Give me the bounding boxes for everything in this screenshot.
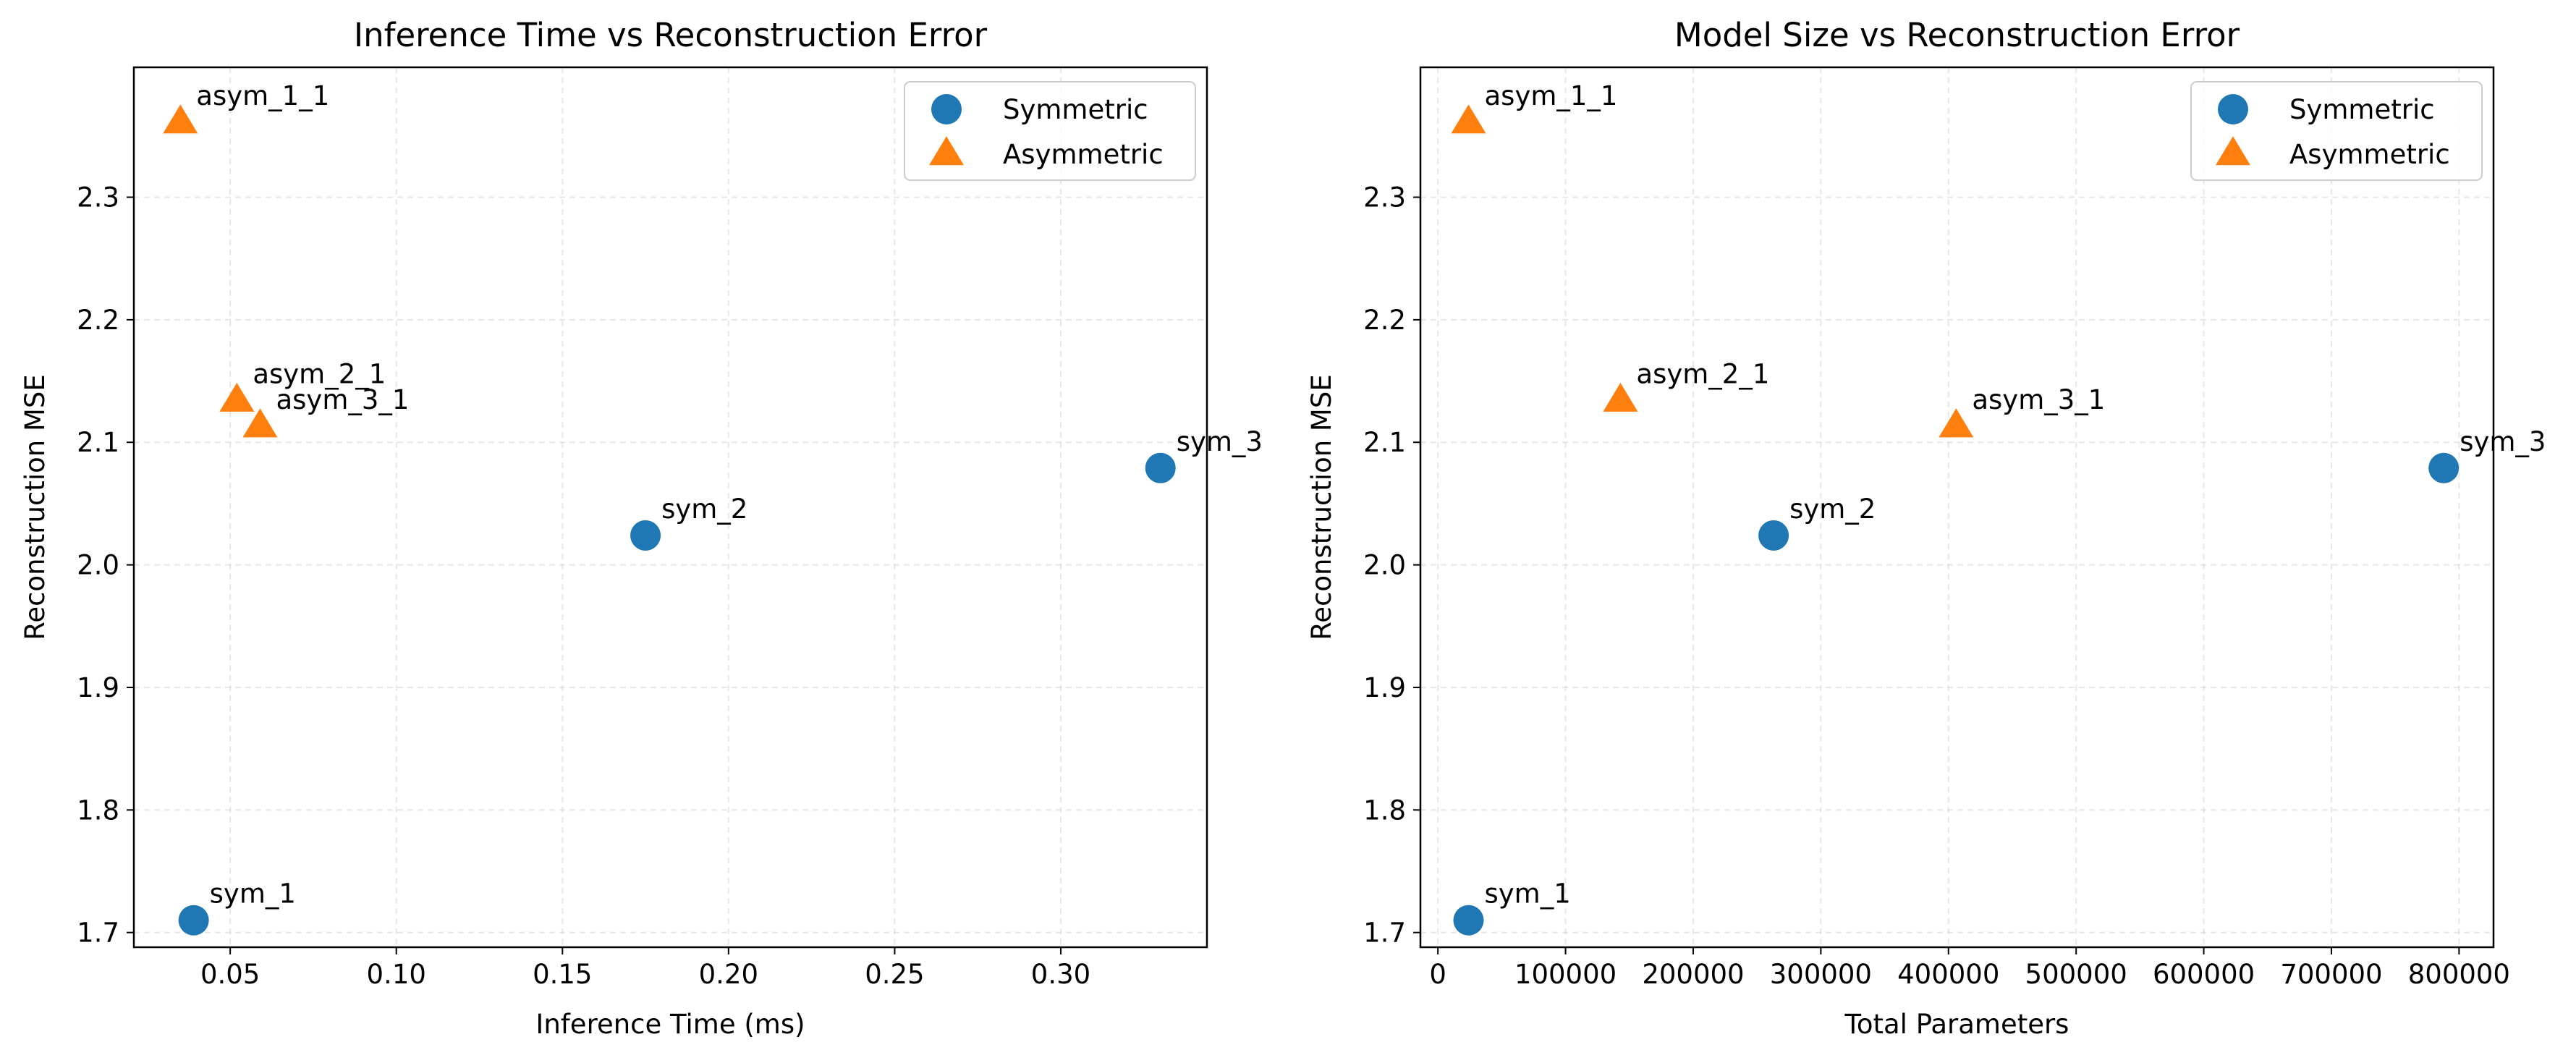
point-sym_1 [1453, 905, 1484, 936]
series-symmetric: sym_1 sym_2 sym_3 [178, 426, 1263, 936]
x-axis: 0 100000 200000 300000 400000 500000 600000 700… [1429, 947, 2510, 990]
point-label: sym_2 [1789, 494, 1876, 525]
x-tick-label: 200000 [1642, 959, 1744, 990]
y-tick-label: 1.7 [1363, 918, 1406, 949]
x-tick-label: 0.10 [367, 959, 426, 990]
legend-box [904, 81, 1196, 181]
point-label: asym_3_1 [1972, 384, 2105, 415]
legend-label: Asymmetric [2289, 139, 2450, 170]
point-label: asym_1_1 [196, 80, 329, 111]
point-sym_3 [1145, 452, 1176, 483]
x-tick-label: 0.30 [1031, 959, 1090, 990]
legend-label: Symmetric [2289, 94, 2435, 125]
y-tick-label: 2.0 [77, 550, 119, 581]
point-label: sym_2 [661, 494, 747, 525]
point-sym_2 [1758, 520, 1789, 551]
x-tick-label: 0 [1429, 959, 1446, 990]
y-tick-label: 2.3 [1363, 182, 1406, 213]
point-label: asym_2_1 [253, 359, 386, 390]
y-axis-label: Reconstruction MSE [20, 374, 51, 640]
point-label: asym_2_1 [1636, 359, 1769, 390]
point-asym_3_1 [242, 408, 278, 438]
grid [134, 67, 1207, 947]
y-axis: 1.7 1.8 1.9 2.0 2.1 2.2 2.3 [77, 182, 134, 949]
point-label: sym_1 [1485, 878, 1571, 910]
y-tick-label: 2.1 [1363, 427, 1406, 458]
legend-marker-circle [931, 94, 962, 124]
x-tick-label: 300000 [1770, 959, 1872, 990]
point-sym_2 [630, 520, 661, 551]
grid [1420, 67, 2494, 947]
y-tick-label: 2.0 [1363, 550, 1406, 581]
legend: Symmetric Asymmetric [904, 81, 1196, 181]
y-axis-label: Reconstruction MSE [1306, 374, 1337, 640]
x-tick-label: 100000 [1514, 959, 1617, 990]
y-tick-label: 2.1 [77, 427, 119, 458]
legend-label: Asymmetric [1003, 139, 1164, 170]
point-label: sym_1 [210, 878, 296, 910]
point-asym_1_1 [163, 104, 198, 134]
point-asym_3_1 [1939, 408, 1974, 438]
series-symmetric: sym_1 sym_2 sym_3 [1453, 426, 2546, 936]
x-tick-label: 0.05 [200, 959, 260, 990]
legend-marker-circle [2218, 94, 2248, 124]
y-tick-label: 1.8 [77, 795, 119, 826]
y-tick-label: 1.8 [1363, 795, 1406, 826]
chart-model-size: sym_1 sym_2 sym_3 asym_1_1 asym_2_1 asym_3_1 0… [1306, 16, 2546, 1040]
x-tick-label: 400000 [1897, 959, 1999, 990]
point-label: sym_3 [1177, 426, 1263, 457]
legend-label: Symmetric [1003, 94, 1148, 125]
x-tick-label: 800000 [2408, 959, 2510, 990]
plot-frame [132, 66, 1208, 949]
y-tick-label: 1.9 [1363, 672, 1406, 703]
legend: Symmetric Asymmetric [2190, 81, 2483, 181]
y-tick-label: 2.2 [77, 305, 119, 336]
y-tick-label: 1.7 [77, 918, 119, 949]
y-axis: 1.7 1.8 1.9 2.0 2.1 2.2 2.3 [1363, 182, 1420, 949]
x-axis: 0.05 0.10 0.15 0.20 0.25 0.30 [200, 947, 1090, 990]
legend-box [2190, 81, 2483, 181]
point-sym_3 [2428, 452, 2460, 483]
y-tick-label: 1.9 [77, 672, 119, 703]
series-asymmetric: asym_1_1 asym_2_1 asym_3_1 [1451, 80, 2105, 438]
legend-marker-triangle [929, 136, 964, 166]
point-asym_1_1 [1451, 104, 1486, 134]
x-tick-label: 0.15 [533, 959, 592, 990]
point-sym_1 [178, 905, 209, 936]
x-axis-label: Total Parameters [1844, 1009, 2069, 1040]
chart-title: Model Size vs Reconstruction Error [1674, 16, 2240, 54]
x-tick-label: 0.20 [699, 959, 758, 990]
point-asym_2_1 [219, 382, 255, 412]
point-label: asym_1_1 [1485, 80, 1618, 111]
x-axis-label: Inference Time (ms) [535, 1009, 805, 1040]
chart-title: Inference Time vs Reconstruction Error [354, 16, 988, 54]
x-tick-label: 0.25 [865, 959, 924, 990]
plot-frame [1419, 66, 2495, 949]
point-asym_2_1 [1603, 382, 1638, 412]
y-tick-label: 2.2 [1363, 305, 1406, 336]
x-tick-label: 700000 [2280, 959, 2382, 990]
x-tick-label: 500000 [2025, 959, 2127, 990]
point-label: sym_3 [2460, 426, 2546, 457]
x-tick-label: 600000 [2153, 959, 2255, 990]
legend-marker-triangle [2216, 136, 2250, 166]
y-tick-label: 2.3 [77, 182, 119, 213]
point-label: asym_3_1 [276, 384, 409, 415]
